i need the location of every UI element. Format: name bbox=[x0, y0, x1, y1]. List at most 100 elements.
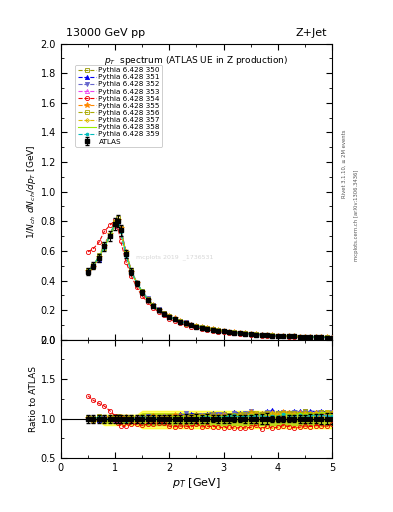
Pythia 6.428 350 bbox=[156, 307, 161, 313]
Text: mcplots 2019  _1736531: mcplots 2019 _1736531 bbox=[136, 254, 213, 260]
Pythia 6.428 352 bbox=[189, 322, 193, 328]
Pythia 6.428 359 bbox=[216, 327, 220, 333]
Pythia 6.428 351 bbox=[303, 334, 307, 340]
Pythia 6.428 357 bbox=[216, 327, 220, 333]
Pythia 6.428 354 bbox=[140, 293, 145, 300]
Pythia 6.428 350 bbox=[227, 329, 231, 335]
Pythia 6.428 357 bbox=[297, 333, 302, 339]
Pythia 6.428 355 bbox=[237, 330, 242, 336]
Pythia 6.428 351 bbox=[259, 331, 264, 337]
Pythia 6.428 353 bbox=[324, 334, 329, 340]
Pythia 6.428 357 bbox=[324, 334, 329, 340]
Pythia 6.428 359 bbox=[167, 314, 172, 320]
Pythia 6.428 355 bbox=[97, 254, 101, 261]
Pythia 6.428 355 bbox=[86, 268, 90, 274]
Pythia 6.428 359 bbox=[232, 329, 237, 335]
Pythia 6.428 355 bbox=[248, 331, 253, 337]
Pythia 6.428 357 bbox=[178, 318, 183, 325]
Pythia 6.428 353 bbox=[129, 268, 134, 274]
Line: Pythia 6.428 359: Pythia 6.428 359 bbox=[86, 221, 334, 339]
Pythia 6.428 354 bbox=[248, 332, 253, 338]
Pythia 6.428 358 bbox=[91, 263, 96, 269]
Pythia 6.428 350 bbox=[113, 220, 118, 226]
Pythia 6.428 354 bbox=[145, 300, 150, 306]
Pythia 6.428 359 bbox=[124, 253, 129, 259]
Pythia 6.428 356 bbox=[324, 334, 329, 340]
Pythia 6.428 352 bbox=[162, 310, 166, 316]
Pythia 6.428 359 bbox=[314, 334, 318, 340]
Pythia 6.428 357 bbox=[275, 333, 280, 339]
Pythia 6.428 356 bbox=[210, 326, 215, 332]
Pythia 6.428 358 bbox=[308, 334, 313, 340]
Pythia 6.428 350 bbox=[264, 332, 269, 338]
Pythia 6.428 354 bbox=[113, 217, 118, 223]
Pythia 6.428 355 bbox=[292, 333, 296, 339]
Pythia 6.428 355 bbox=[116, 217, 120, 223]
Text: mcplots.cern.ch [arXiv:1306.3436]: mcplots.cern.ch [arXiv:1306.3436] bbox=[354, 169, 359, 261]
Pythia 6.428 359 bbox=[243, 330, 248, 336]
Pythia 6.428 355 bbox=[308, 334, 313, 340]
Pythia 6.428 353 bbox=[210, 327, 215, 333]
Pythia 6.428 356 bbox=[281, 333, 286, 339]
Pythia 6.428 350 bbox=[324, 334, 329, 340]
Pythia 6.428 356 bbox=[124, 250, 129, 257]
Pythia 6.428 350 bbox=[254, 331, 259, 337]
Pythia 6.428 359 bbox=[102, 244, 107, 250]
Pythia 6.428 356 bbox=[86, 267, 90, 273]
Pythia 6.428 350 bbox=[134, 280, 139, 286]
Pythia 6.428 355 bbox=[140, 289, 145, 295]
Pythia 6.428 358 bbox=[194, 323, 199, 329]
Pythia 6.428 359 bbox=[286, 333, 291, 339]
Pythia 6.428 352 bbox=[167, 314, 172, 320]
Pythia 6.428 355 bbox=[259, 332, 264, 338]
Pythia 6.428 352 bbox=[259, 331, 264, 337]
Pythia 6.428 351 bbox=[162, 310, 166, 316]
Pythia 6.428 350 bbox=[221, 328, 226, 334]
Pythia 6.428 354 bbox=[286, 334, 291, 340]
Pythia 6.428 351 bbox=[227, 329, 231, 335]
Pythia 6.428 350 bbox=[102, 241, 107, 247]
Pythia 6.428 352 bbox=[303, 334, 307, 340]
Pythia 6.428 352 bbox=[178, 318, 183, 324]
Pythia 6.428 355 bbox=[129, 269, 134, 275]
Pythia 6.428 352 bbox=[319, 334, 323, 340]
Pythia 6.428 357 bbox=[129, 268, 134, 274]
Pythia 6.428 358 bbox=[210, 327, 215, 333]
Pythia 6.428 350 bbox=[286, 333, 291, 339]
Pythia 6.428 353 bbox=[183, 320, 188, 326]
Pythia 6.428 351 bbox=[173, 315, 177, 322]
Pythia 6.428 353 bbox=[97, 255, 101, 261]
Line: Pythia 6.428 354: Pythia 6.428 354 bbox=[86, 218, 334, 340]
Pythia 6.428 356 bbox=[183, 320, 188, 326]
Pythia 6.428 354 bbox=[216, 328, 220, 334]
Pythia 6.428 355 bbox=[167, 313, 172, 319]
Pythia 6.428 351 bbox=[205, 325, 210, 331]
Pythia 6.428 355 bbox=[319, 334, 323, 340]
Pythia 6.428 357 bbox=[102, 242, 107, 248]
Pythia 6.428 350 bbox=[97, 254, 101, 260]
Pythia 6.428 357 bbox=[221, 328, 226, 334]
Pythia 6.428 355 bbox=[134, 280, 139, 286]
Pythia 6.428 358 bbox=[286, 333, 291, 339]
Pythia 6.428 350 bbox=[194, 324, 199, 330]
Pythia 6.428 359 bbox=[173, 316, 177, 322]
Pythia 6.428 356 bbox=[286, 333, 291, 339]
Pythia 6.428 354 bbox=[227, 330, 231, 336]
Pythia 6.428 351 bbox=[292, 333, 296, 339]
Pythia 6.428 354 bbox=[162, 312, 166, 318]
Pythia 6.428 352 bbox=[275, 333, 280, 339]
Pythia 6.428 351 bbox=[324, 334, 329, 340]
Pythia 6.428 353 bbox=[254, 331, 259, 337]
Pythia 6.428 352 bbox=[183, 319, 188, 326]
Pythia 6.428 355 bbox=[270, 332, 275, 338]
Pythia 6.428 350 bbox=[308, 334, 313, 340]
Pythia 6.428 353 bbox=[205, 325, 210, 331]
Pythia 6.428 352 bbox=[151, 302, 156, 308]
Pythia 6.428 358 bbox=[162, 310, 166, 316]
Pythia 6.428 357 bbox=[286, 333, 291, 339]
Pythia 6.428 358 bbox=[118, 228, 123, 234]
Pythia 6.428 357 bbox=[86, 268, 90, 274]
Pythia 6.428 358 bbox=[237, 330, 242, 336]
Pythia 6.428 353 bbox=[243, 330, 248, 336]
Pythia 6.428 353 bbox=[107, 232, 112, 238]
